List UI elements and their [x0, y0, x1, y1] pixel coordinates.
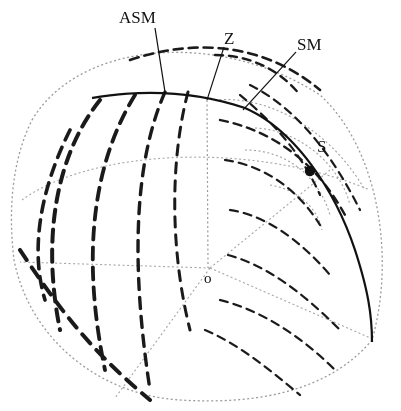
label-asm: ASM — [119, 8, 156, 27]
sphere-outline — [10, 51, 383, 402]
label-s: S — [317, 137, 326, 156]
zenith-axis — [206, 99, 209, 269]
label-z: Z — [224, 29, 234, 48]
horizon-guides — [19, 169, 376, 399]
diurnal-arcs-left — [18, 90, 192, 402]
point-s-marker — [304, 165, 316, 177]
label-leaders — [154, 27, 297, 111]
label-o: o — [204, 271, 212, 287]
label-sm: SM — [297, 35, 322, 54]
meridian-solid-arc — [91, 91, 374, 343]
diurnal-arcs-right — [128, 46, 362, 397]
equator-guide — [21, 156, 371, 201]
